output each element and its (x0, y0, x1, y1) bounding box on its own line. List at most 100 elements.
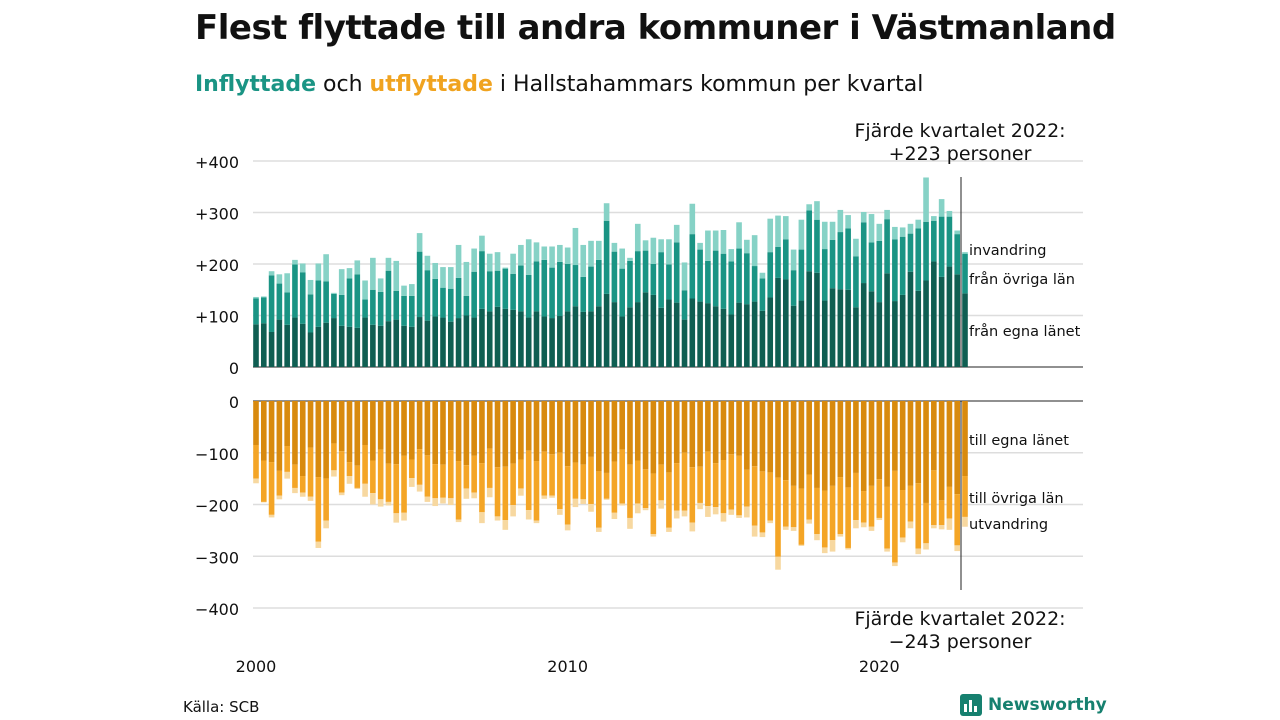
bar-in-ovriga (798, 249, 805, 301)
bar-out-utvandring (463, 488, 470, 499)
bar-out-ovriga (814, 487, 820, 534)
bar-out-utvandring (580, 499, 587, 504)
bar-in-invandring (946, 210, 953, 217)
bar-out-ovriga (276, 470, 283, 496)
bar-out-egna (354, 401, 361, 466)
annotation-bottom: −243 personer (889, 631, 1032, 653)
bar-out-ovriga (744, 469, 750, 507)
bar-in-ovriga (502, 268, 509, 309)
bar-in-invandring (666, 239, 672, 265)
bar-in-ovriga (666, 264, 672, 300)
bar-in-ovriga (299, 272, 306, 324)
bar-out-egna (603, 401, 610, 473)
bar-out-utvandring (393, 513, 400, 523)
bar-out-utvandring (728, 509, 735, 515)
bar-out-egna (962, 401, 968, 477)
bar-out-egna (479, 401, 485, 464)
bar-out-utvandring (790, 527, 797, 531)
bar-in-egna (533, 311, 540, 367)
x-tick-label: 2010 (547, 657, 588, 676)
bar-in-ovriga (720, 253, 727, 309)
bar-out-ovriga (759, 471, 766, 533)
bar-in-invandring (907, 223, 914, 234)
bar-out-utvandring (292, 487, 298, 494)
bar-in-egna (611, 302, 618, 367)
bar-out-ovriga (712, 463, 719, 508)
bar-in-egna (307, 332, 314, 367)
bar-out-egna (284, 401, 290, 447)
bar-out-utvandring (876, 517, 883, 521)
bar-out-egna (331, 401, 337, 444)
bar-in-egna (331, 318, 337, 367)
bar-in-ovriga (767, 252, 774, 298)
bar-in-ovriga (938, 216, 945, 277)
series-label-in-invandring: invandring (969, 243, 1046, 259)
bar-out-ovriga (736, 455, 742, 516)
bar-in-ovriga (806, 210, 812, 272)
bar-out-egna (658, 401, 664, 465)
bar-in-invandring (525, 239, 532, 275)
bar-in-ovriga (541, 259, 548, 317)
bar-in-ovriga (409, 295, 415, 327)
bar-in-ovriga (432, 278, 439, 317)
bar-in-egna (705, 303, 711, 367)
bar-in-invandring (634, 223, 641, 252)
bar-out-egna (611, 401, 618, 462)
bar-out-egna (868, 401, 875, 486)
bar-in-invandring (276, 274, 283, 284)
bar-out-egna (580, 401, 587, 465)
bar-in-ovriga (845, 228, 851, 290)
bar-out-utvandring (837, 533, 844, 537)
bar-in-ovriga (447, 288, 454, 322)
bar-in-ovriga (775, 247, 781, 278)
bar-out-ovriga (409, 459, 415, 479)
bar-in-ovriga (853, 256, 859, 308)
bar-out-utvandring (751, 525, 758, 537)
bar-in-ovriga (580, 276, 587, 312)
bar-in-invandring (736, 222, 742, 249)
bar-out-utvandring (518, 488, 524, 496)
bar-out-egna (409, 401, 415, 460)
bar-in-ovriga (744, 253, 750, 305)
bar-in-invandring (557, 244, 563, 262)
bar-out-egna (627, 401, 633, 465)
bar-in-invandring (409, 284, 415, 296)
bar-in-ovriga (681, 290, 688, 320)
bar-out-utvandring (486, 487, 493, 498)
bar-out-egna (315, 401, 322, 478)
bar-out-utvandring (307, 496, 314, 501)
bar-in-egna (315, 326, 322, 367)
bar-in-invandring (884, 209, 890, 220)
bar-out-egna (821, 401, 828, 491)
bar-in-invandring (775, 215, 781, 248)
bar-in-egna (627, 307, 633, 367)
bar-out-ovriga (525, 450, 532, 511)
bar-in-egna (276, 319, 283, 367)
bar-in-egna (284, 324, 290, 367)
bar-in-invandring (502, 267, 509, 269)
bar-in-egna (525, 317, 532, 367)
bar-in-egna (440, 317, 446, 367)
bar-in-egna (455, 318, 462, 367)
bar-out-egna (946, 401, 953, 487)
bar-out-utvandring (596, 527, 602, 532)
bar-out-utvandring (829, 540, 836, 552)
bar-in-egna (962, 293, 968, 367)
bar-in-ovriga (821, 249, 828, 301)
y-tick-label-top: +300 (195, 205, 239, 224)
bar-in-invandring (338, 269, 345, 295)
bar-out-utvandring (479, 512, 485, 524)
bar-out-egna (424, 401, 431, 456)
bar-out-utvandring (424, 496, 431, 502)
bar-in-invandring (650, 237, 657, 264)
bar-out-egna (564, 401, 571, 467)
bar-out-ovriga (658, 464, 664, 501)
annotation-bottom: Fjärde kvartalet 2022: (854, 608, 1065, 630)
bar-out-egna (923, 401, 929, 503)
bar-out-ovriga (931, 470, 937, 526)
bar-in-invandring (588, 240, 594, 267)
bar-out-utvandring (658, 500, 664, 509)
bar-out-egna (292, 401, 298, 465)
bar-out-utvandring (962, 516, 968, 527)
bar-out-egna (588, 401, 594, 457)
